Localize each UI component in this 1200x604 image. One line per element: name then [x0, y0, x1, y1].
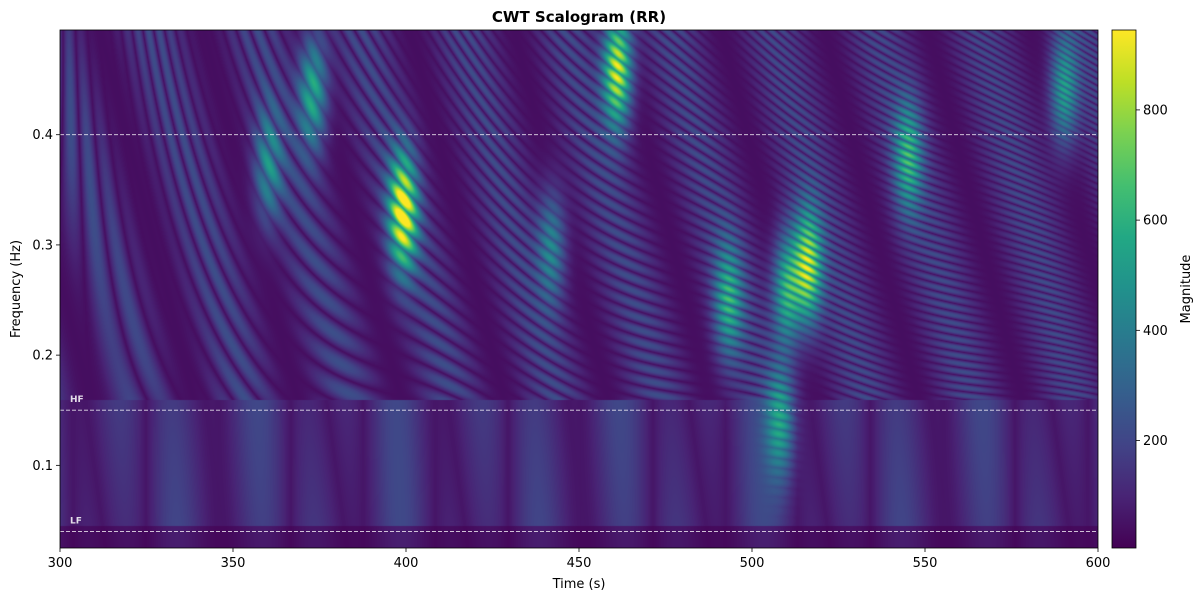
- y-axis: 0.1 0.2 0.3 0.4: [32, 128, 60, 474]
- x-tick-label: 300: [48, 556, 73, 571]
- x-tick-label: 550: [913, 556, 938, 571]
- x-tick-label: 350: [221, 556, 246, 571]
- colorbar-tick-label: 200: [1143, 434, 1168, 449]
- heatmap-area: [60, 30, 1098, 548]
- colorbar-axis: 200 400 600 800: [1136, 103, 1168, 449]
- colorbar: [1111, 29, 1137, 549]
- x-tick-label: 400: [394, 556, 419, 571]
- x-axis: 300 350 400 450 500 550 600: [48, 548, 1111, 571]
- y-axis-label: Frequency (Hz): [9, 240, 24, 338]
- frequency-band-lines: LF HF: [60, 134, 1098, 532]
- colorbar-label: Magnitude: [1179, 255, 1194, 324]
- chart-title: CWT Scalogram (RR): [492, 8, 666, 26]
- x-axis-label: Time (s): [552, 577, 606, 592]
- band-label: LF: [70, 516, 82, 526]
- colorbar-tick-label: 600: [1143, 214, 1168, 229]
- band-label: HF: [70, 395, 84, 405]
- y-tick-label: 0.2: [32, 349, 53, 364]
- y-tick-label: 0.1: [32, 459, 53, 474]
- colorbar-tick-label: 800: [1143, 103, 1168, 118]
- heatmap-canvas: [60, 30, 1098, 548]
- x-tick-label: 500: [740, 556, 765, 571]
- x-tick-label: 450: [567, 556, 592, 571]
- colorbar-tick-label: 400: [1143, 324, 1168, 339]
- x-tick-label: 600: [1086, 556, 1111, 571]
- y-tick-label: 0.4: [32, 128, 53, 143]
- y-tick-label: 0.3: [32, 238, 53, 253]
